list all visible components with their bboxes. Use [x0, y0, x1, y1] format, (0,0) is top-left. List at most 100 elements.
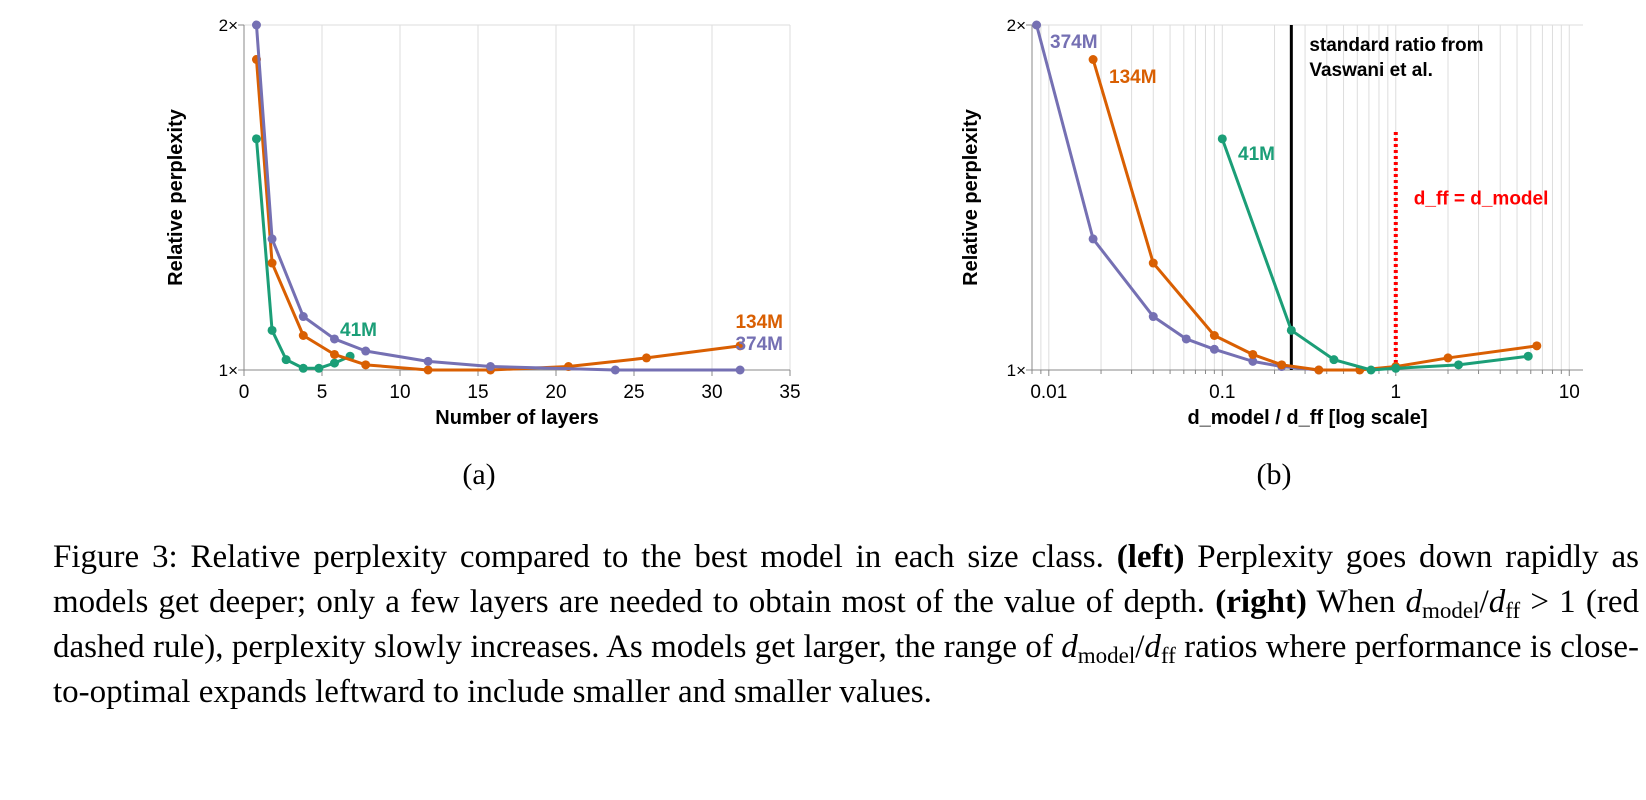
data-point-134M	[329, 349, 339, 359]
data-point-41M	[1217, 134, 1227, 144]
data-point-41M	[1454, 360, 1464, 370]
series-annotation-374M: 374M	[735, 334, 783, 355]
series-annotation-41M: 41M	[340, 320, 377, 341]
x-tick-label: 20	[545, 382, 566, 403]
reference-label: d_ff = d_model	[1414, 188, 1549, 209]
data-point-134M	[267, 258, 277, 268]
y-axis-label: Relative perplexity	[960, 108, 982, 286]
data-point-134M	[735, 341, 745, 351]
caption-d-ff: d	[1488, 584, 1506, 620]
reference-label-line: Vaswani et al.	[1309, 60, 1433, 81]
data-point-374M	[423, 356, 433, 366]
panel-b-chart: 0.01 0.1 1 10 1× 2× d_model / d_ff [log scale]…	[960, 16, 1583, 429]
data-point-41M	[329, 358, 339, 368]
data-point-374M	[267, 234, 277, 244]
x-tick-label: 35	[779, 382, 800, 403]
caption-right-bold: (right)	[1215, 584, 1307, 620]
caption-left-bold: (left)	[1116, 539, 1185, 575]
data-point-41M	[1329, 355, 1339, 365]
x-tick-label: 25	[623, 382, 644, 403]
data-point-374M	[329, 334, 339, 344]
x-tick-label: 0.01	[1030, 382, 1067, 403]
x-tick-label: 0.1	[1209, 382, 1235, 403]
sublabel-b: (b)	[1256, 458, 1292, 491]
series-annotation-41M: 41M	[1238, 144, 1275, 165]
data-point-134M	[1088, 55, 1098, 64]
caption-d-model-2: d	[1061, 629, 1078, 665]
x-tick-label: 5	[317, 382, 328, 403]
y-axis-label: Relative perplexity	[165, 108, 187, 286]
x-tick-label: 1	[1390, 382, 1401, 403]
caption-slash-2: /	[1135, 629, 1145, 665]
data-point-374M	[1088, 234, 1098, 244]
sublabel-a: (a)	[462, 458, 496, 491]
caption-d-ff-2: d	[1144, 629, 1161, 665]
caption-d-model: d	[1405, 584, 1423, 620]
data-point-41M	[1523, 351, 1533, 361]
data-point-41M	[1366, 365, 1376, 375]
y-tick-label: 2×	[219, 16, 238, 35]
data-point-134M	[1443, 353, 1453, 363]
data-point-134M	[423, 365, 433, 375]
data-point-134M	[298, 331, 308, 340]
caption-ff-sub: ff	[1505, 598, 1521, 623]
data-point-374M	[735, 365, 745, 375]
x-tick-label: 10	[1559, 382, 1580, 403]
caption-left-text: Perplexity goes down rapidly as models g…	[53, 539, 1639, 620]
caption-prefix: Figure 3: Relative perplexity compared t…	[53, 539, 1117, 575]
series-line-134M	[254, 59, 741, 372]
data-point-374M	[485, 362, 495, 372]
data-point-134M	[641, 353, 651, 363]
x-tick-label: 0	[239, 382, 250, 403]
y-tick-label: 1×	[1007, 361, 1026, 380]
x-tick-label: 15	[467, 382, 488, 403]
caption-when: When	[1306, 584, 1406, 620]
x-tick-label: 30	[701, 382, 722, 403]
data-point-374M	[1148, 312, 1158, 322]
data-point-41M	[1391, 363, 1401, 373]
data-point-374M	[610, 365, 620, 375]
y-tick-label: 2×	[1007, 16, 1026, 35]
caption-model-sub: model	[1422, 598, 1480, 623]
series-annotation-134M: 134M	[735, 312, 783, 333]
reference-label-line: standard ratio from	[1309, 35, 1483, 56]
data-point-134M	[1209, 331, 1219, 340]
data-point-374M	[361, 346, 371, 356]
data-point-41M	[1286, 325, 1296, 335]
series-annotation-374M: 374M	[1050, 32, 1098, 53]
data-point-134M	[1532, 341, 1542, 351]
caption-slash: /	[1479, 584, 1489, 620]
series-line-374M	[254, 24, 741, 372]
series-line-374M	[1035, 24, 1319, 372]
data-point-374M	[1032, 20, 1042, 30]
data-point-134M	[361, 360, 371, 370]
data-point-134M	[1277, 360, 1287, 370]
data-point-374M	[1181, 334, 1191, 344]
data-point-134M	[1314, 365, 1324, 375]
caption-cond: > 1 (red dashed rule), perplexity slowly…	[53, 584, 1639, 665]
data-point-41M	[298, 363, 308, 373]
data-point-374M	[251, 20, 261, 30]
data-point-41M	[281, 355, 291, 365]
data-point-41M	[267, 325, 277, 335]
data-point-374M	[298, 312, 308, 322]
series-annotation-134M: 134M	[1109, 67, 1157, 88]
data-point-134M	[1248, 349, 1258, 359]
data-point-41M	[314, 363, 324, 373]
panel-a-chart: 0 5 10 15 20 25 30 35 1× 2× Number of layers Relati…	[165, 16, 801, 429]
data-point-374M	[1248, 356, 1258, 366]
x-tick-label: 10	[389, 382, 410, 403]
caption-tail: ratios where performance is close-to-opt…	[53, 629, 1640, 710]
data-point-41M	[251, 134, 261, 144]
x-axis-label: Number of layers	[435, 407, 598, 429]
caption-model-sub-2: model	[1077, 643, 1136, 668]
caption-ff-sub-2: ff	[1160, 643, 1176, 668]
data-point-134M	[1148, 258, 1158, 268]
data-point-374M	[1209, 344, 1219, 354]
y-tick-label: 1×	[219, 361, 238, 380]
series-line-134M	[1091, 59, 1538, 372]
series-line-41M	[1220, 138, 1529, 372]
x-axis-label: d_model / d_ff [log scale]	[1187, 407, 1427, 429]
figure-caption: Figure 3: Relative perplexity compared t…	[53, 535, 1639, 715]
